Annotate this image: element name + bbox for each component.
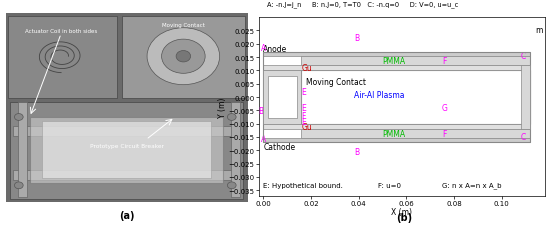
- Text: B: B: [354, 34, 359, 42]
- Circle shape: [14, 114, 23, 121]
- Bar: [521, 66, 530, 129]
- Text: A: A: [261, 44, 266, 53]
- Bar: [8, 17, 117, 99]
- Circle shape: [147, 29, 219, 85]
- Text: F: F: [301, 112, 306, 121]
- Bar: [263, 66, 530, 71]
- Text: F: F: [442, 56, 447, 65]
- Bar: [263, 124, 530, 129]
- Text: E: Hypothetical bound.: E: Hypothetical bound.: [263, 182, 343, 188]
- Bar: [268, 76, 296, 119]
- Text: Prototype Circuit Breaker: Prototype Circuit Breaker: [90, 143, 163, 148]
- Text: Air-Al Plasma: Air-Al Plasma: [354, 90, 404, 99]
- Text: Gu: Gu: [301, 122, 312, 131]
- Text: m: m: [535, 26, 542, 35]
- Text: F: u=0: F: u=0: [378, 182, 400, 188]
- Y-axis label: Y (m): Y (m): [218, 97, 227, 117]
- Bar: [301, 129, 530, 139]
- Bar: [13, 127, 240, 136]
- Text: B: B: [354, 148, 359, 156]
- Bar: [263, 71, 301, 124]
- Text: C: C: [521, 133, 526, 142]
- Text: Gu: Gu: [301, 64, 312, 73]
- Circle shape: [227, 114, 236, 121]
- Bar: [263, 139, 530, 143]
- Text: B: B: [525, 88, 531, 97]
- Text: Moving Contact: Moving Contact: [162, 23, 205, 28]
- Text: PMMA: PMMA: [382, 56, 405, 65]
- Text: PMMA: PMMA: [382, 130, 405, 139]
- Bar: [301, 56, 530, 66]
- Text: G: G: [442, 104, 448, 113]
- Text: (a): (a): [119, 210, 134, 220]
- X-axis label: X (m): X (m): [391, 207, 412, 216]
- Bar: [10, 102, 243, 199]
- Circle shape: [14, 182, 23, 189]
- Text: A: -n.J=j_n     B: n.J=0, T=T0   C: -n.q=0     D: V=0, u=u_c: A: -n.J=j_n B: n.J=0, T=T0 C: -n.q=0 D: …: [267, 1, 458, 8]
- Bar: [263, 52, 530, 143]
- Text: E: E: [301, 88, 306, 97]
- Bar: [18, 102, 28, 197]
- Text: Anode: Anode: [263, 45, 288, 54]
- Bar: [42, 121, 211, 178]
- Text: E: E: [301, 104, 306, 113]
- Text: E: E: [301, 117, 306, 126]
- Bar: [122, 17, 245, 99]
- Text: Al: Al: [266, 88, 273, 97]
- Bar: [301, 71, 530, 124]
- Circle shape: [162, 40, 205, 74]
- Text: A: A: [261, 134, 266, 143]
- Circle shape: [176, 51, 191, 63]
- Bar: [13, 170, 240, 180]
- Bar: [263, 52, 530, 56]
- Text: G: n x A=n x A_b: G: n x A=n x A_b: [442, 182, 502, 189]
- Text: D: D: [261, 106, 267, 115]
- Bar: [230, 102, 240, 197]
- Text: C: C: [521, 52, 526, 61]
- Text: Actuator Coil in both sides: Actuator Coil in both sides: [25, 29, 97, 34]
- Bar: [30, 117, 223, 184]
- Text: F: F: [442, 130, 447, 139]
- Text: B: B: [258, 106, 263, 115]
- Circle shape: [227, 182, 236, 189]
- Text: Cathode: Cathode: [263, 143, 295, 152]
- Text: (b): (b): [396, 213, 412, 223]
- Text: Moving Contact: Moving Contact: [306, 77, 366, 86]
